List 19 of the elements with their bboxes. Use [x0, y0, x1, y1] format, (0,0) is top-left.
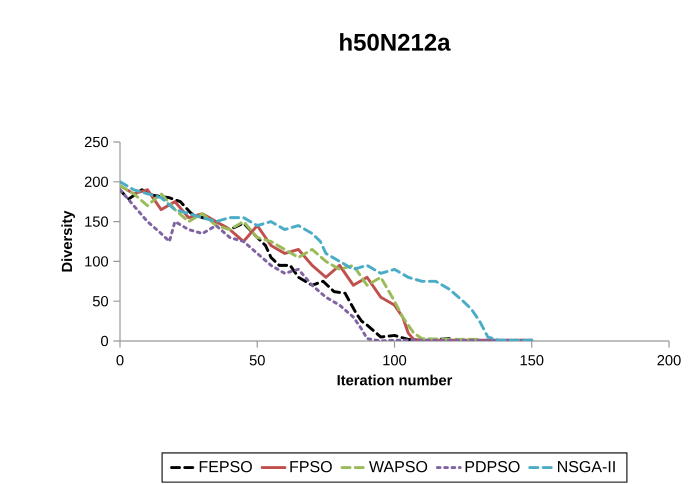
x-tick-label: 50 [250, 355, 265, 366]
y-tick-label: 150 [85, 216, 108, 227]
chart-title: h50N212a [340, 33, 451, 51]
legend-label: NSGA-II [558, 460, 615, 472]
y-tick-label: 0 [101, 336, 108, 346]
x-tick-label: 200 [657, 355, 681, 366]
y-tick-label: 200 [84, 176, 108, 187]
y-tick-label: 50 [92, 296, 108, 306]
legend-label: FEPSO [200, 460, 252, 472]
x-tick-label: 0 [116, 355, 124, 366]
x-axis-title: Iteration number [338, 374, 452, 386]
legend-label: PDPSO [466, 460, 520, 472]
legend-label: FPSO [290, 460, 332, 472]
x-tick-label: 100 [383, 355, 406, 366]
legend-label: WAPSO [369, 460, 428, 472]
y-tick-label: 100 [85, 256, 108, 267]
y-axis-title: Diversity [61, 210, 75, 272]
x-tick-label: 150 [520, 355, 544, 366]
y-tick-label: 250 [84, 136, 108, 148]
